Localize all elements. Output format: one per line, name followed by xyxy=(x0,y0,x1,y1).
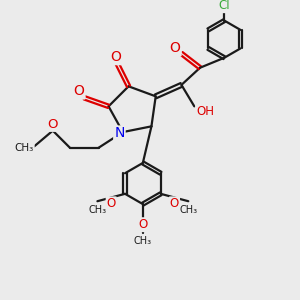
Text: O: O xyxy=(170,197,179,210)
Text: CH₃: CH₃ xyxy=(179,205,197,214)
Text: O: O xyxy=(138,218,148,231)
Text: O: O xyxy=(106,197,116,210)
Text: O: O xyxy=(110,50,121,64)
Text: N: N xyxy=(114,127,124,140)
Text: O: O xyxy=(74,85,85,98)
Text: Cl: Cl xyxy=(218,0,230,12)
Text: OH: OH xyxy=(196,105,214,118)
Text: O: O xyxy=(170,41,181,55)
Text: CH₃: CH₃ xyxy=(134,236,152,246)
Text: O: O xyxy=(48,118,58,131)
Text: CH₃: CH₃ xyxy=(15,143,34,153)
Text: CH₃: CH₃ xyxy=(88,205,106,214)
